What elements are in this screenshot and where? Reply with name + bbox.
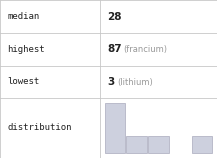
Text: distribution: distribution	[7, 124, 71, 133]
Bar	[126, 136, 147, 153]
Text: median: median	[7, 12, 39, 21]
Bar	[105, 103, 125, 153]
Bar	[192, 136, 212, 153]
Text: (lithium): (lithium)	[117, 78, 153, 86]
Text: (francium): (francium)	[123, 45, 167, 54]
Text: highest: highest	[7, 45, 45, 54]
Text: 28: 28	[107, 12, 122, 21]
Text: lowest: lowest	[7, 78, 39, 86]
Text: 3: 3	[107, 77, 114, 87]
Bar	[148, 136, 169, 153]
Text: 87: 87	[107, 45, 122, 55]
